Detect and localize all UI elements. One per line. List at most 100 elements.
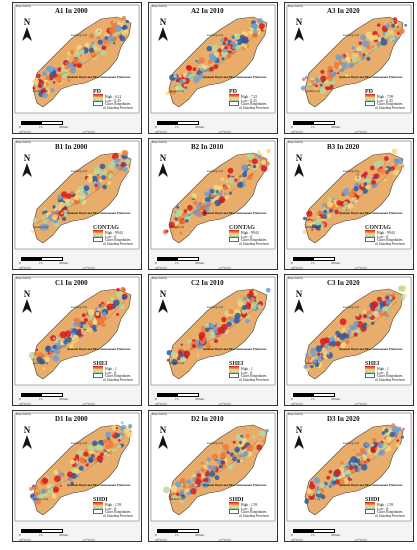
raster-patch (366, 445, 370, 448)
legend-cities-swatch (229, 509, 239, 514)
raster-patch (192, 209, 199, 216)
raster-patch (61, 211, 64, 215)
raster-patch (239, 34, 245, 40)
raster-patch (220, 453, 226, 459)
raster-patch (327, 197, 333, 202)
raster-patch (29, 486, 34, 491)
legend-low: Low : 0 (105, 234, 117, 239)
raster-patch (202, 481, 209, 489)
raster-patch (252, 23, 259, 30)
legend-low: Low : 0.43 (377, 98, 393, 103)
legend-low: Low : 0.43 (105, 98, 121, 103)
raster-patch (206, 344, 211, 349)
raster-patch (173, 74, 177, 79)
map-tag: Base district (152, 412, 167, 416)
raster-patch (265, 428, 269, 433)
scale-bar: 0 15 30 km (155, 119, 215, 131)
raster-patch (348, 465, 354, 470)
coordinate-left: 106°30'0"E (155, 267, 167, 270)
raster-patch (327, 201, 334, 208)
raster-patch (252, 290, 257, 294)
legend-low: Low : 0 (377, 234, 389, 239)
raster-patch (389, 431, 396, 438)
raster-patch (31, 230, 34, 234)
raster-patch (116, 166, 120, 170)
river-line (36, 436, 126, 496)
raster-patch (197, 344, 203, 350)
raster-patch (53, 337, 56, 340)
raster-patch (102, 311, 107, 316)
raster-patch (120, 34, 123, 37)
raster-patch (77, 323, 81, 327)
raster-patch (75, 464, 79, 467)
legend-low: Low : 0 (377, 506, 389, 511)
raster-patch (224, 192, 227, 195)
raster-patch (32, 86, 36, 90)
raster-patch (329, 485, 332, 488)
raster-patch (371, 443, 375, 447)
scale-bar: 0 15 30 km (155, 255, 215, 267)
legend-metric: SHDI (93, 497, 108, 503)
legend-metric: PD (365, 89, 373, 95)
raster-patch (310, 77, 314, 81)
legend: SHEI High : 1 Low : 0 Cities Boundaries … (229, 361, 277, 382)
raster-patch (185, 219, 189, 223)
raster-patch (214, 475, 220, 481)
raster-patch (252, 164, 257, 169)
raster-patch (232, 440, 236, 444)
raster-patch (211, 453, 219, 461)
raster-patch (180, 73, 183, 76)
raster-patch (360, 34, 367, 41)
legend-cities-swatch (93, 373, 103, 378)
legend-province: of Guizhou Province (375, 106, 405, 110)
raster-patch (245, 315, 250, 320)
raster-patch (39, 358, 45, 365)
coordinate-right: 107°30'0"E (355, 267, 367, 270)
panel-title: A3 In 2020 (327, 7, 360, 15)
city-label-anshun: Anshun City (33, 89, 49, 93)
raster-patch (227, 315, 232, 321)
raster-patch (241, 46, 246, 51)
north-arrow-icon: N (293, 425, 305, 451)
river-line (172, 164, 262, 224)
raster-patch (171, 358, 178, 366)
choropleth-map (286, 140, 412, 250)
coordinate-left: 106°30'0"E (291, 131, 303, 134)
raster-patch (41, 88, 47, 94)
legend-province: of Guizhou Province (375, 378, 405, 382)
raster-patch (69, 49, 75, 55)
raster-patch (50, 483, 55, 488)
legend-cities: Cities (377, 509, 386, 514)
raster-patch (45, 345, 51, 351)
raster-patch (396, 443, 400, 448)
raster-patch (320, 75, 327, 82)
raster-patch (97, 173, 100, 176)
raster-patch (214, 339, 218, 343)
raster-patch (109, 443, 114, 449)
raster-patch (123, 428, 129, 434)
north-arrow-icon: N (157, 153, 169, 179)
raster-patch (402, 293, 407, 298)
raster-patches (31, 149, 131, 234)
raster-patch (120, 163, 125, 168)
raster-patch (200, 474, 205, 479)
raster-patch (231, 40, 236, 45)
legend-cities: Cities (241, 101, 250, 106)
legend-boundaries: Boundaries (386, 237, 403, 242)
legend-cities-swatch (365, 373, 375, 378)
raster-patch (35, 348, 39, 352)
coordinate-right: 107°30'0"E (219, 267, 231, 270)
river-line (308, 436, 398, 496)
raster-patch (245, 440, 249, 443)
raster-patch (385, 167, 388, 171)
raster-patch (202, 478, 206, 482)
raster-patch (47, 352, 50, 355)
raster-patch (178, 350, 183, 355)
raster-patch (96, 455, 104, 463)
raster-patch (369, 165, 375, 171)
raster-patch (44, 210, 48, 214)
raster-patch (253, 168, 256, 172)
raster-patch (86, 327, 93, 333)
raster-patch (218, 55, 221, 58)
raster-patch (384, 428, 389, 433)
